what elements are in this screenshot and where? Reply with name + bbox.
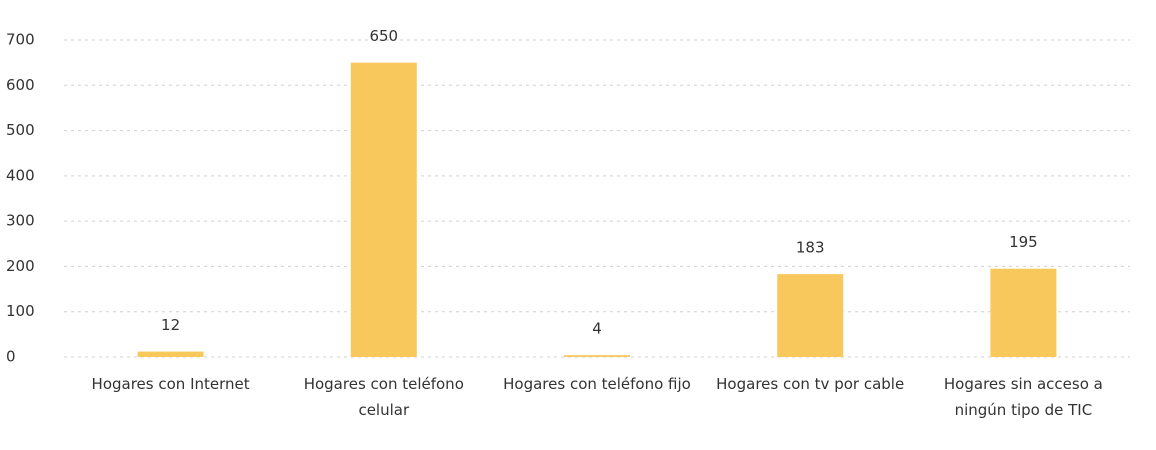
- y-tick-label: 400: [6, 166, 35, 184]
- y-tick-label: 0: [6, 348, 16, 366]
- y-tick-label: 700: [6, 31, 35, 49]
- y-tick-label: 500: [6, 121, 35, 139]
- x-tick-label: Hogares sin acceso a ningún tipo de TIC: [943, 375, 1103, 419]
- data-label: 12: [161, 316, 180, 334]
- bar: [137, 351, 204, 357]
- y-tick-label: 200: [6, 257, 35, 275]
- x-tick-label: Hogares con teléfono fijo: [503, 375, 691, 393]
- bar: [564, 355, 630, 357]
- x-tick-label: Hogares con teléfono celular: [303, 375, 464, 419]
- y-tick-label: 100: [6, 302, 35, 320]
- bar: [990, 268, 1057, 357]
- data-label: 195: [1009, 233, 1038, 251]
- bar: [350, 62, 417, 358]
- data-label: 650: [369, 27, 398, 45]
- data-label: 4: [592, 320, 602, 338]
- x-tick-label: Hogares con tv por cable: [716, 375, 905, 393]
- x-tick-label: Hogares con Internet: [91, 375, 250, 393]
- bar: [777, 274, 844, 357]
- y-tick-label: 300: [6, 212, 35, 230]
- y-tick-label: 600: [6, 76, 35, 94]
- data-label: 183: [796, 239, 825, 257]
